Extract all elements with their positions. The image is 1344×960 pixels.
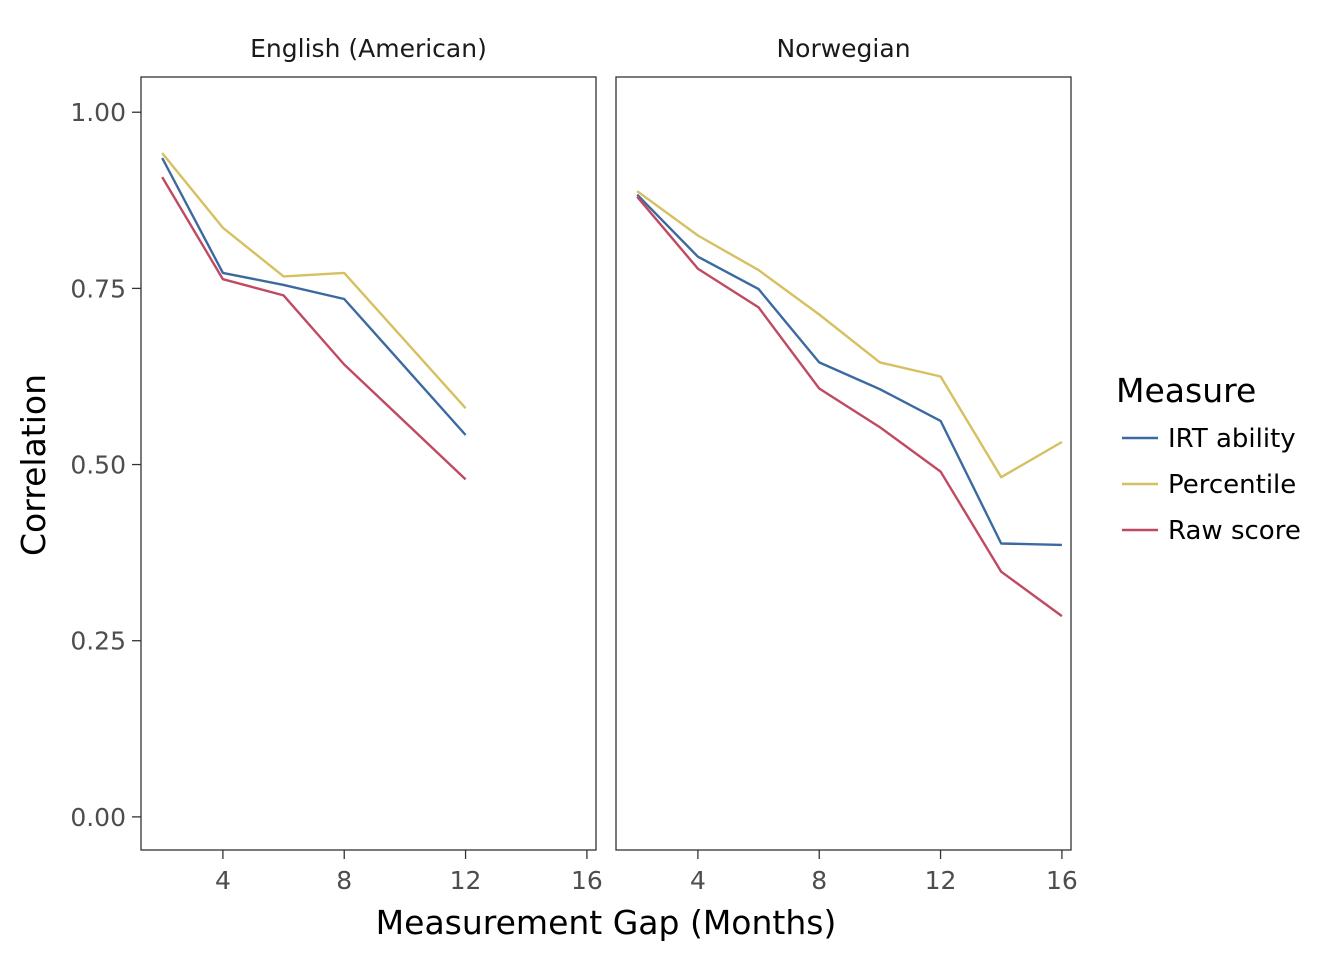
series-line-irt-ability <box>636 193 1062 547</box>
x-tick-label: 12 <box>450 866 482 895</box>
x-tick-label: 8 <box>811 866 827 895</box>
panel-english-american: English (American) 4 8 12 16 <box>140 34 603 895</box>
legend-label-percentile: Percentile <box>1168 470 1296 500</box>
legend-entry-irt-ability: IRT ability <box>1122 424 1296 454</box>
y-axis-title: Correlation <box>14 374 53 556</box>
legend-entry-raw-score: Raw score <box>1122 516 1301 546</box>
y-tick-label: 0.25 <box>70 627 126 656</box>
legend-title: Measure <box>1116 371 1256 410</box>
y-tick-label: 0.00 <box>70 803 126 832</box>
y-axis: 0.00 0.25 0.50 0.75 1.00 <box>70 98 141 832</box>
x-tick-label: 16 <box>571 866 603 895</box>
x-tick-label: 12 <box>925 866 957 895</box>
series-line-raw-score <box>161 176 467 481</box>
series-line-percentile <box>161 152 467 410</box>
series-line-raw-score <box>636 196 1063 618</box>
x-tick-label: 8 <box>336 866 352 895</box>
legend-label-irt-ability: IRT ability <box>1168 424 1296 454</box>
y-tick-label: 1.00 <box>70 98 126 127</box>
panel-norwegian: Norwegian 4 8 12 16 <box>615 34 1078 895</box>
panel-strip-label: Norwegian <box>776 34 910 63</box>
x-tick-label: 4 <box>215 866 231 895</box>
series-line-percentile <box>636 190 1063 479</box>
x-tick-label: 4 <box>690 866 706 895</box>
y-tick-label: 0.75 <box>70 274 126 303</box>
y-tick-label: 0.50 <box>70 451 126 480</box>
series-line-irt-ability <box>161 157 467 436</box>
x-axis-title: Measurement Gap (Months) <box>376 903 837 942</box>
legend: Measure IRT ability Percentile Raw score <box>1116 371 1301 546</box>
panels: English (American) 4 8 12 16 Norwegian 4 8 12 16 <box>140 34 1078 895</box>
panel-strip-label: English (American) <box>250 34 487 63</box>
legend-entry-percentile: Percentile <box>1122 470 1296 500</box>
panel-frame <box>615 76 1072 851</box>
panel-frame <box>140 76 597 851</box>
legend-label-raw-score: Raw score <box>1168 516 1301 546</box>
x-tick-label: 16 <box>1046 866 1078 895</box>
